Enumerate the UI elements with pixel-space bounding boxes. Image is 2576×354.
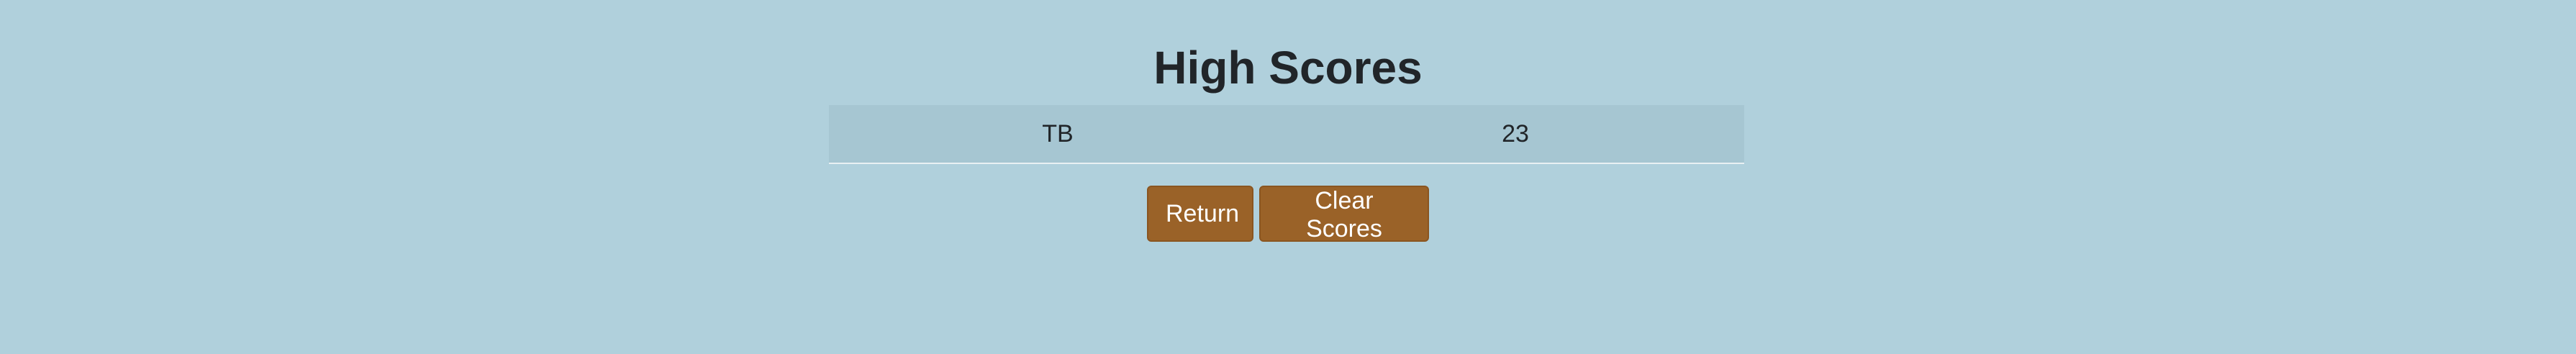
table-row: TB 23 <box>829 105 1744 164</box>
action-buttons: Return Clear Scores <box>0 186 2576 242</box>
score-initials: TB <box>829 105 1287 164</box>
scores-table: TB 23 <box>829 105 1744 164</box>
clear-scores-button[interactable]: Clear Scores <box>1259 186 1429 242</box>
return-button[interactable]: Return <box>1147 186 1253 242</box>
page-title: High Scores <box>1153 42 1423 94</box>
score-value: 23 <box>1287 105 1744 164</box>
